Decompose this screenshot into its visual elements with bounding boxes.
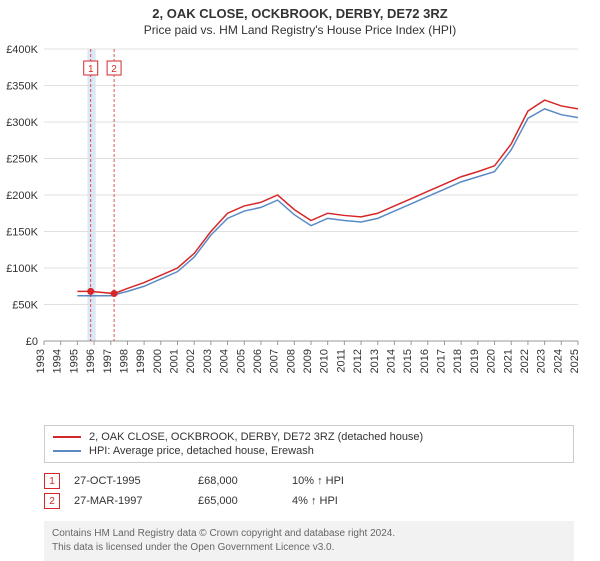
legend: 2, OAK CLOSE, OCKBROOK, DERBY, DE72 3RZ … xyxy=(44,425,574,463)
footer-line: This data is licensed under the Open Gov… xyxy=(52,541,566,555)
svg-text:2006: 2006 xyxy=(252,349,264,373)
svg-text:2011: 2011 xyxy=(335,349,347,373)
svg-text:1995: 1995 xyxy=(68,349,80,373)
chart-container: 2, OAK CLOSE, OCKBROOK, DERBY, DE72 3RZ … xyxy=(0,0,600,561)
svg-text:2001: 2001 xyxy=(169,349,181,373)
svg-text:2012: 2012 xyxy=(352,349,364,373)
svg-text:£400K: £400K xyxy=(6,44,38,56)
event-delta: 4% ↑ HPI xyxy=(292,495,338,507)
svg-text:1998: 1998 xyxy=(118,349,130,373)
svg-text:2020: 2020 xyxy=(486,349,498,373)
svg-text:2015: 2015 xyxy=(402,349,414,373)
svg-text:£300K: £300K xyxy=(6,117,38,129)
event-badge: 1 xyxy=(44,473,60,489)
svg-text:2022: 2022 xyxy=(519,349,531,373)
svg-text:£150K: £150K xyxy=(6,227,38,239)
legend-label: HPI: Average price, detached house, Erew… xyxy=(89,445,314,457)
title-main: 2, OAK CLOSE, OCKBROOK, DERBY, DE72 3RZ xyxy=(0,6,600,21)
svg-text:2018: 2018 xyxy=(452,349,464,373)
event-date: 27-MAR-1997 xyxy=(74,495,184,507)
event-row: 2 27-MAR-1997 £65,000 4% ↑ HPI xyxy=(44,491,574,511)
legend-item: 2, OAK CLOSE, OCKBROOK, DERBY, DE72 3RZ … xyxy=(53,430,565,444)
svg-text:2010: 2010 xyxy=(319,349,331,373)
event-delta: 10% ↑ HPI xyxy=(292,475,344,487)
chart-svg: £0 £50K £100K £150K £200K £250K £300K £350K £400… xyxy=(0,41,600,421)
svg-text:£250K: £250K xyxy=(6,154,38,166)
svg-text:2005: 2005 xyxy=(235,349,247,373)
legend-swatch xyxy=(53,450,81,452)
svg-text:1999: 1999 xyxy=(135,349,147,373)
svg-text:2021: 2021 xyxy=(502,349,514,373)
legend-item: HPI: Average price, detached house, Erew… xyxy=(53,444,565,458)
titles: 2, OAK CLOSE, OCKBROOK, DERBY, DE72 3RZ … xyxy=(0,0,600,41)
svg-text:2017: 2017 xyxy=(436,349,448,373)
svg-text:£0: £0 xyxy=(26,336,38,348)
event-badge: 2 xyxy=(44,493,60,509)
svg-text:£200K: £200K xyxy=(6,190,38,202)
event-price: £68,000 xyxy=(198,475,278,487)
event-row: 1 27-OCT-1995 £68,000 10% ↑ HPI xyxy=(44,471,574,491)
svg-text:2016: 2016 xyxy=(419,349,431,373)
svg-text:2009: 2009 xyxy=(302,349,314,373)
svg-text:2: 2 xyxy=(111,64,117,75)
svg-text:£350K: £350K xyxy=(6,81,38,93)
svg-text:2019: 2019 xyxy=(469,349,481,373)
svg-text:2000: 2000 xyxy=(152,349,164,373)
event-price: £65,000 xyxy=(198,495,278,507)
svg-text:£100K: £100K xyxy=(6,263,38,275)
svg-text:2024: 2024 xyxy=(552,349,564,373)
events-table: 1 27-OCT-1995 £68,000 10% ↑ HPI 2 27-MAR… xyxy=(44,471,574,511)
chart: £0 £50K £100K £150K £200K £250K £300K £350K £400… xyxy=(0,41,600,421)
svg-text:1993: 1993 xyxy=(35,349,47,373)
footer-line: Contains HM Land Registry data © Crown c… xyxy=(52,527,566,541)
legend-swatch xyxy=(53,436,81,438)
svg-text:1994: 1994 xyxy=(52,349,64,373)
title-sub: Price paid vs. HM Land Registry's House … xyxy=(0,23,600,37)
svg-text:£50K: £50K xyxy=(12,300,38,312)
svg-text:1996: 1996 xyxy=(85,349,97,373)
footer: Contains HM Land Registry data © Crown c… xyxy=(44,521,574,561)
svg-text:1: 1 xyxy=(88,64,94,75)
svg-text:1997: 1997 xyxy=(102,349,114,373)
event-date: 27-OCT-1995 xyxy=(74,475,184,487)
svg-text:2003: 2003 xyxy=(202,349,214,373)
svg-text:2007: 2007 xyxy=(269,349,281,373)
svg-text:2008: 2008 xyxy=(285,349,297,373)
legend-label: 2, OAK CLOSE, OCKBROOK, DERBY, DE72 3RZ … xyxy=(89,431,423,443)
svg-text:2013: 2013 xyxy=(369,349,381,373)
svg-text:2002: 2002 xyxy=(185,349,197,373)
svg-text:2025: 2025 xyxy=(569,349,581,373)
svg-text:2023: 2023 xyxy=(536,349,548,373)
svg-text:2004: 2004 xyxy=(219,349,231,373)
svg-text:2014: 2014 xyxy=(385,349,397,373)
